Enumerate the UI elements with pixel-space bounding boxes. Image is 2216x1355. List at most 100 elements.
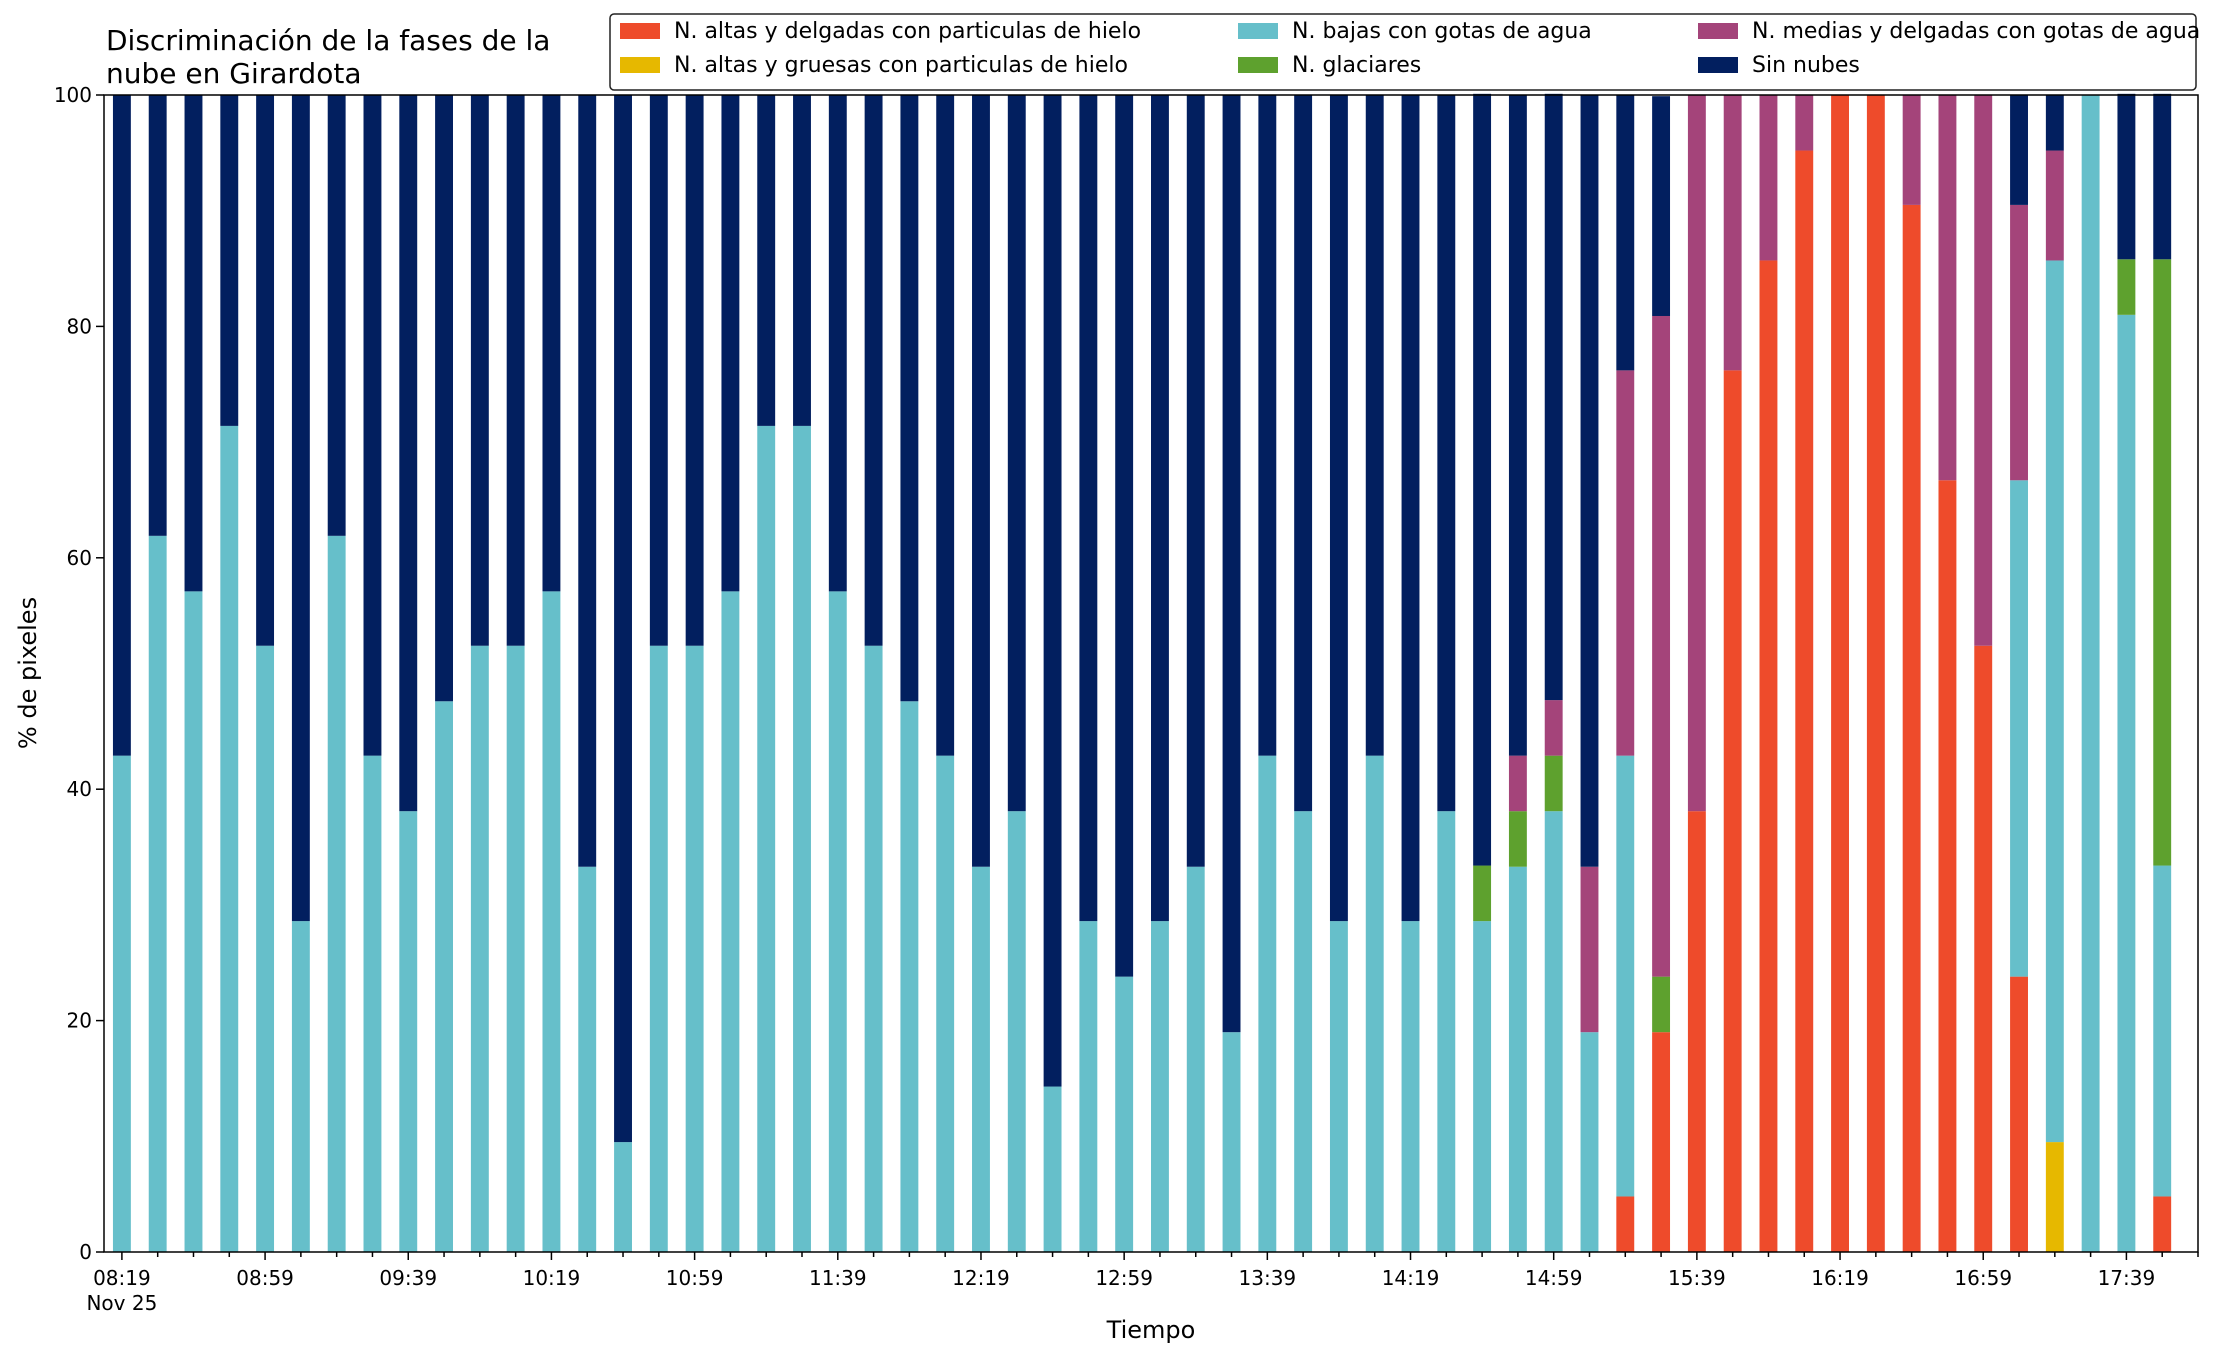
x-tick-label: 12:19 [952, 1266, 1010, 1290]
bar-segment [1401, 95, 1420, 922]
bar-segment [1365, 95, 1384, 756]
bar-segment [721, 591, 740, 1252]
bar-segment [291, 95, 310, 922]
bar-segment [828, 591, 847, 1252]
bar-segment [1473, 921, 1492, 1252]
bar-segment [1294, 811, 1313, 1252]
bar-segment [1580, 866, 1599, 1033]
bar-segment [1151, 921, 1169, 1252]
bar-segment [685, 95, 704, 646]
bar-segment [2010, 204, 2028, 481]
bar-segment [1329, 921, 1348, 1252]
bar-segment [470, 645, 489, 1252]
x-tick-label: 14:59 [1525, 1266, 1583, 1290]
bar-segment [1186, 95, 1205, 867]
x-tick-label: 12:59 [1095, 1266, 1153, 1290]
bar-segment [1258, 755, 1277, 1252]
bar-segment [1079, 921, 1098, 1252]
bar-segment [1437, 95, 1456, 812]
bar-segment [1115, 976, 1134, 1252]
bar-segment [1795, 150, 1814, 1252]
legend-frame [609, 13, 2197, 91]
bar-segment [291, 921, 310, 1252]
bar-segment [578, 866, 597, 1252]
bar-segment [1723, 370, 1742, 1252]
x-tick-label: 17:39 [2098, 1266, 2156, 1290]
bar-segment [470, 95, 489, 646]
bar-segment [1652, 96, 1671, 316]
bar-segment [506, 645, 525, 1252]
legend-label: N. glaciares [1292, 53, 1421, 78]
bar-segment [2081, 95, 2100, 1252]
bar-segment [1687, 811, 1706, 1252]
legend: N. altas y delgadas con particulas de hi… [609, 13, 2200, 91]
bar-segment [435, 95, 453, 702]
bar-segment [972, 866, 990, 1252]
bar-segment [2117, 93, 2136, 260]
bar-segment [649, 645, 668, 1252]
legend-swatch [1698, 23, 1738, 39]
bar-segment [1258, 95, 1277, 756]
x-axis: 08:19 08:59 09:39 10:19 10:59 11:39 12:19 12:59… [86, 1252, 2199, 1315]
bar-segment [757, 95, 776, 426]
bar-segment [1115, 95, 1134, 977]
bar-segment [649, 95, 668, 646]
bar-segment [1329, 95, 1348, 922]
bar-segment [1437, 811, 1456, 1252]
bar-segment [2045, 150, 2064, 261]
bar-segment [2045, 260, 2064, 1143]
bar-segment [1365, 755, 1384, 1252]
legend-swatch [620, 57, 660, 73]
bar-segment [1186, 866, 1205, 1252]
bar-segment [1007, 811, 1026, 1252]
legend-label: N. altas y delgadas con particulas de hi… [674, 19, 1141, 44]
bar-segment [542, 95, 561, 592]
bar-segment [435, 701, 453, 1252]
bar-segment [1222, 95, 1241, 1033]
legend-swatch [1238, 57, 1278, 73]
bar-segment [1079, 95, 1098, 922]
bar-segment [793, 425, 811, 1252]
bar-segment [1473, 93, 1492, 866]
y-tick-label: 80 [67, 314, 92, 338]
bar-segment [1795, 95, 1814, 151]
bar-segment [2045, 95, 2064, 151]
bar-segment [1938, 95, 1957, 481]
bar-segment [757, 425, 776, 1252]
bar-segment [828, 95, 847, 592]
bar-segment [148, 535, 167, 1252]
bar-segment [1508, 95, 1527, 756]
bar-segment [1616, 370, 1635, 756]
bar-segment [685, 645, 704, 1252]
bar-segment [2010, 95, 2028, 205]
bar-segment [1652, 315, 1671, 977]
bar-segment [112, 95, 131, 756]
y-axis: 0 20 40 60 80 100 [54, 83, 104, 1264]
bar-segment [363, 755, 382, 1252]
bar-segment [1222, 1032, 1241, 1252]
legend-swatch [620, 23, 660, 39]
bar-segment [1508, 866, 1527, 1252]
bar-segment [2153, 865, 2172, 1197]
bar-segment [256, 645, 275, 1252]
bar-segment [220, 95, 239, 426]
x-tick-label: 16:19 [1811, 1266, 1869, 1290]
bar-segment [1580, 1032, 1599, 1252]
plot-frame [103, 94, 2199, 1253]
bar-segment [1043, 95, 1062, 1087]
x-tick-label: 10:59 [666, 1266, 724, 1290]
bar-segment [1616, 1196, 1635, 1252]
bar-segment [399, 811, 418, 1252]
x-tick-label: 11:39 [809, 1266, 867, 1290]
bar-segment [112, 755, 131, 1252]
bar-segment [936, 755, 955, 1252]
bar-segment [1723, 95, 1742, 371]
bar-segment [327, 95, 346, 536]
bar-segment [1902, 95, 1921, 205]
bar-segment [1007, 95, 1026, 812]
x-axis-label: Tiempo [1106, 1316, 1196, 1344]
x-tick-label: 08:59 [236, 1266, 294, 1290]
bar-segment [542, 591, 561, 1252]
bar-segment [1043, 1086, 1062, 1252]
